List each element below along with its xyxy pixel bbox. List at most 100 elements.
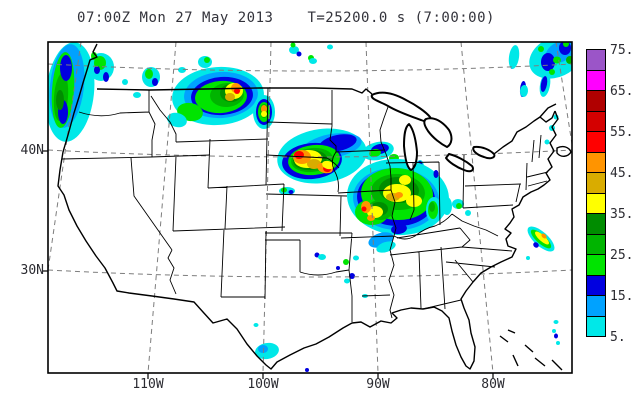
radar-echo-25dbz: [429, 202, 435, 212]
basemap-layer: [57, 43, 572, 371]
radar-echo-5dbz: [122, 79, 128, 85]
radar-echo-15dbz: [288, 190, 294, 194]
title-model-time: T=25200.0 s (7:00:00): [307, 10, 495, 26]
radar-echo-20dbz: [538, 46, 544, 52]
lon-label-80w: 80W: [481, 377, 505, 392]
radar-echo-15dbz: [349, 273, 355, 279]
lat-label-30n: 30N: [20, 263, 44, 278]
colorbar-label-5: 5.: [610, 330, 626, 345]
colorbar-label-25: 25.: [610, 248, 634, 263]
colorbar-segment-30-35: [586, 213, 606, 235]
radar-echo-20dbz: [456, 203, 462, 209]
radar-echo-5dbz: [519, 85, 529, 97]
colorbar-segment-65-70: [586, 69, 606, 91]
radar-echo-5dbz: [465, 210, 471, 216]
radar-echo-45dbz: [367, 215, 375, 221]
radar-echo-50dbz: [234, 88, 240, 94]
radar-echo-5dbz: [178, 67, 186, 73]
radar-echo-20dbz: [563, 42, 569, 47]
radar-echo-5dbz: [544, 139, 550, 145]
graticule-layer: [48, 42, 572, 373]
radar-echo-15dbz: [152, 78, 158, 86]
radar-echo-5dbz: [353, 255, 359, 261]
colorbar-label-75: 75.: [610, 43, 634, 58]
radar-echo-5dbz: [553, 320, 559, 324]
radar-echo-20dbz: [553, 56, 561, 64]
colorbar-segment-10-15: [586, 295, 606, 317]
radar-echo-35dbz: [399, 175, 411, 185]
radar-echo-15dbz: [533, 242, 539, 248]
radar-echo-15dbz: [94, 66, 100, 74]
radar-echo-5dbz: [376, 241, 396, 253]
colorbar-segment-15-20: [586, 274, 606, 296]
gridline-lon-90w: [365, 42, 379, 373]
lake-superior: [370, 91, 432, 123]
radar-echo-20dbz: [145, 69, 153, 79]
lake-erie: [445, 153, 474, 173]
radar-echo-20dbz: [204, 57, 210, 63]
us-coastline: [57, 43, 559, 370]
radar-echo-5dbz: [526, 256, 530, 260]
plot-title: 07:00Z Mon 27 May 2013 T=25200.0 s (7:00…: [0, 10, 572, 26]
radar-echo-5dbz: [442, 197, 452, 215]
radar-echo-50dbz: [294, 151, 304, 159]
radar-echo-45dbz: [541, 233, 547, 239]
gridline-lat-30n: [48, 269, 572, 278]
radar-echo-15dbz: [541, 53, 555, 71]
radar-echo-35dbz: [322, 160, 334, 170]
colorbar-segment-20-25: [586, 254, 606, 276]
radar-echo-30dbz: [56, 90, 64, 110]
radar-echo-15dbz: [554, 333, 558, 339]
radar-echo-5dbz: [309, 58, 317, 64]
radar-echo-5dbz: [167, 112, 187, 128]
lon-label-100w: 100W: [247, 377, 279, 392]
lat-label-40n: 40N: [20, 143, 44, 158]
radar-echo-5dbz: [344, 278, 350, 284]
lake-ontario: [472, 145, 496, 160]
radar-echo-15dbz: [305, 368, 309, 372]
gridline-lat-50n: [48, 63, 572, 72]
radar-echo-5dbz: [253, 323, 259, 327]
colorbar-segment-25-30: [586, 233, 606, 255]
islands: [499, 145, 572, 371]
colorbar-label-65: 65.: [610, 84, 634, 99]
lake-huron: [423, 117, 453, 148]
state-borders: [61, 87, 549, 322]
title-datetime: 07:00Z Mon 27 May 2013: [77, 10, 274, 26]
radar-echo-5dbz: [556, 341, 560, 345]
radar-echo-25dbz: [566, 56, 572, 64]
radar-echo-15dbz: [296, 51, 302, 57]
radar-echo-50dbz: [361, 206, 367, 212]
radar-echo-5dbz: [327, 44, 333, 50]
axis-ticks: [42, 150, 494, 379]
radar-echo-5dbz: [133, 92, 141, 98]
gridline-lon-100w: [262, 42, 272, 373]
gridline-lon-110w: [147, 42, 177, 373]
map-frame: [47, 41, 573, 374]
radar-echo-5dbz: [318, 254, 326, 260]
colorbar-label-35: 35.: [610, 207, 634, 222]
lon-label-90w: 90W: [366, 377, 390, 392]
radar-echo-20dbz: [343, 259, 349, 265]
radar-echo-15dbz: [103, 72, 109, 82]
radar-echo-20dbz: [290, 42, 296, 48]
colorbar-segment-50-55: [586, 131, 606, 153]
radar-echo-15dbz: [336, 266, 340, 270]
radar-echo-40dbz: [225, 93, 235, 101]
radar-echo-layer: [48, 42, 572, 372]
radar-echo-5dbz: [289, 46, 299, 54]
radar-echo-15dbz: [540, 76, 548, 92]
canada-border-east: [493, 103, 557, 155]
radar-echo-35dbz: [535, 231, 549, 245]
canada-border: [96, 87, 373, 95]
radar-echo-45dbz: [261, 105, 267, 113]
radar-echo-5dbz: [552, 329, 556, 333]
gridline-lon-120w: [48, 42, 82, 271]
radar-echo-20dbz: [549, 69, 555, 75]
colorbar-segment-55-60: [586, 110, 606, 132]
colorbar-segment-60-65: [586, 90, 606, 112]
radar-echo-5dbz: [508, 45, 520, 69]
radar-echo-10dbz: [258, 345, 268, 353]
radar-echo-45dbz: [395, 192, 403, 198]
